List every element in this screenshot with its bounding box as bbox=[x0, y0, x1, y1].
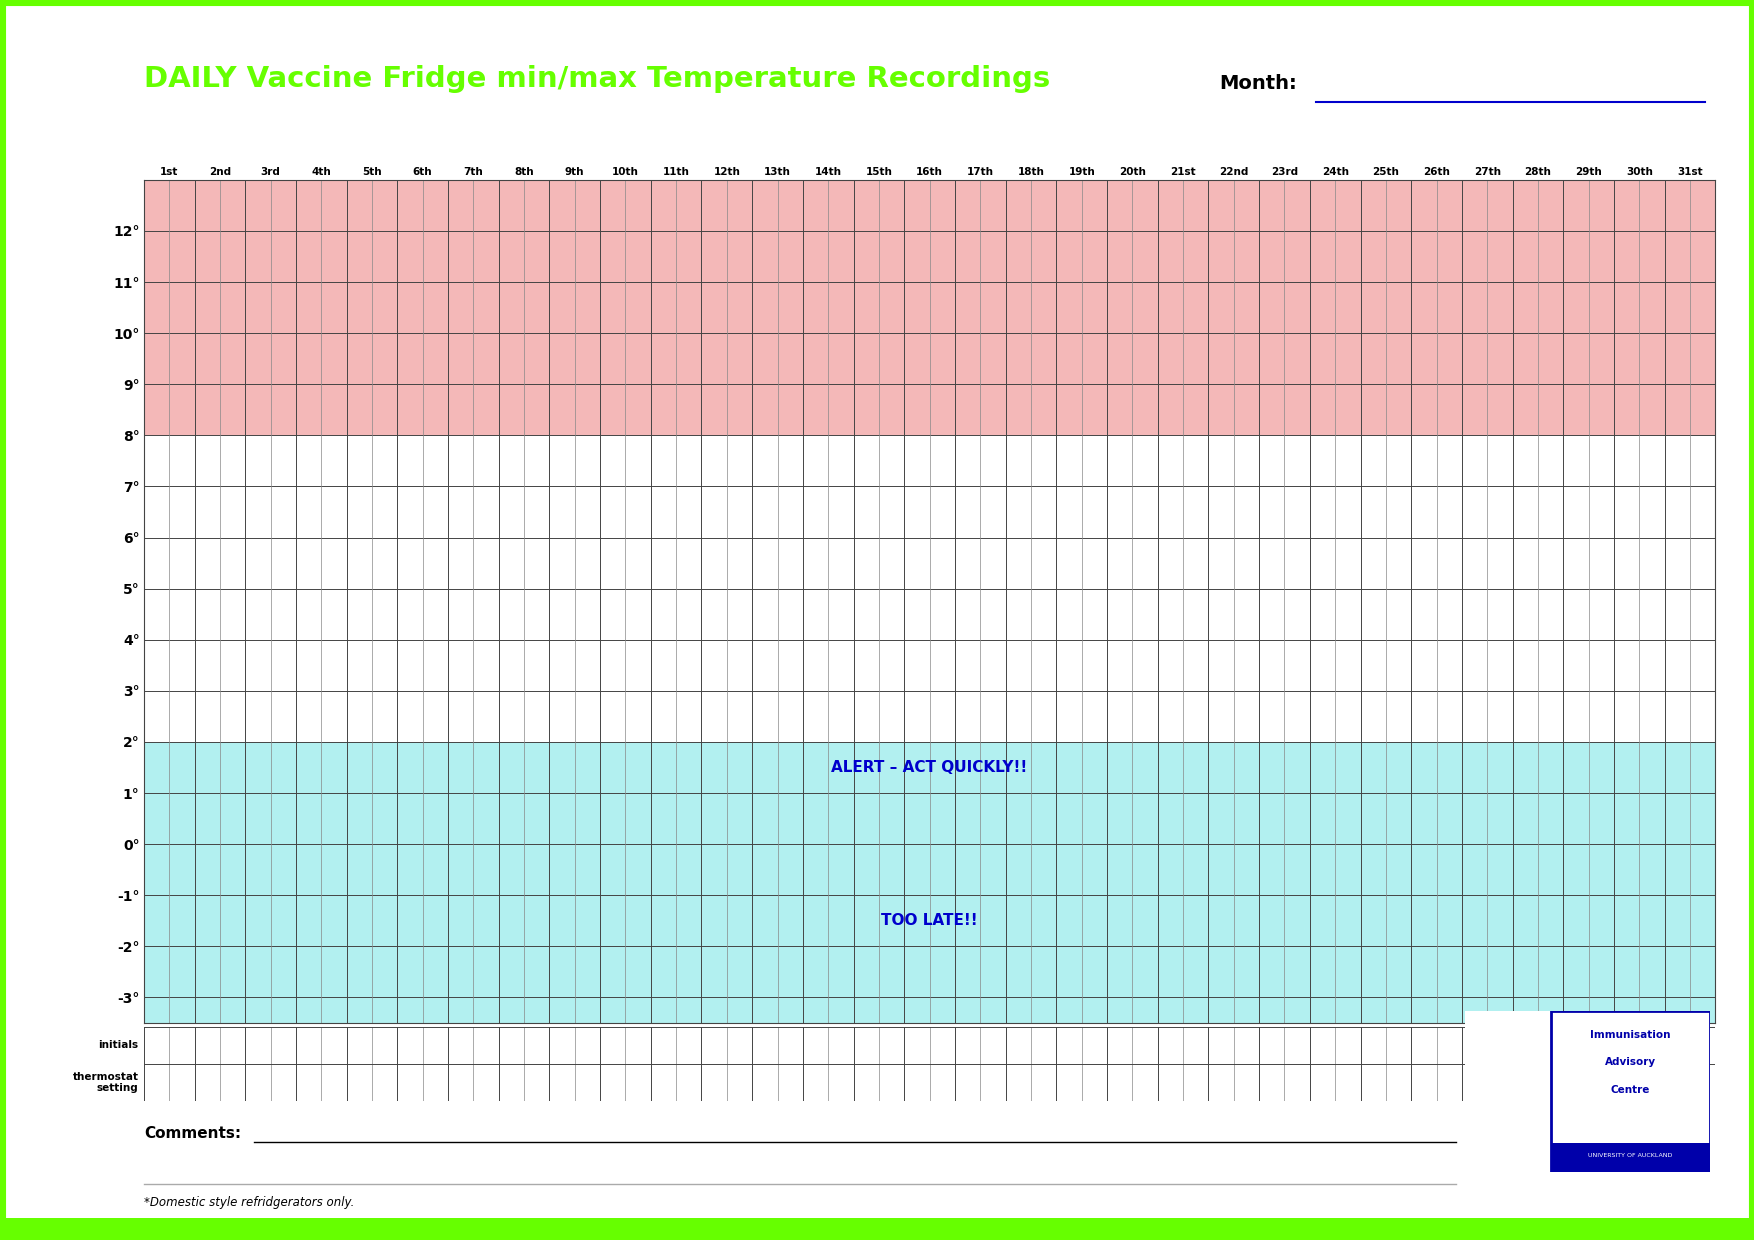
Text: Month:: Month: bbox=[1219, 74, 1296, 93]
Text: Comments:: Comments: bbox=[144, 1126, 240, 1141]
Bar bbox=[1551, 1143, 1710, 1172]
Bar bbox=[1551, 1011, 1710, 1172]
Text: *Domestic style refridgerators only.: *Domestic style refridgerators only. bbox=[144, 1197, 354, 1209]
Text: thermostat
setting: thermostat setting bbox=[72, 1071, 139, 1094]
Text: ARAINGA MATE: ARAINGA MATE bbox=[1605, 1121, 1656, 1126]
Text: initials: initials bbox=[98, 1040, 139, 1050]
Bar bbox=[144, 180, 1715, 435]
Text: DAILY Vaccine Fridge min/max Temperature Recordings: DAILY Vaccine Fridge min/max Temperature… bbox=[144, 64, 1051, 93]
Text: TOO LATE!!: TOO LATE!! bbox=[881, 914, 979, 929]
Text: Immunisation: Immunisation bbox=[1591, 1029, 1670, 1040]
Text: ALERT – ACT QUICKLY!!: ALERT – ACT QUICKLY!! bbox=[831, 760, 1028, 775]
Text: Advisory: Advisory bbox=[1605, 1058, 1656, 1068]
Bar bbox=[144, 742, 1715, 1023]
Text: Centre: Centre bbox=[1610, 1085, 1651, 1095]
Text: UNIVERSITY OF AUCKLAND: UNIVERSITY OF AUCKLAND bbox=[1587, 1153, 1673, 1158]
